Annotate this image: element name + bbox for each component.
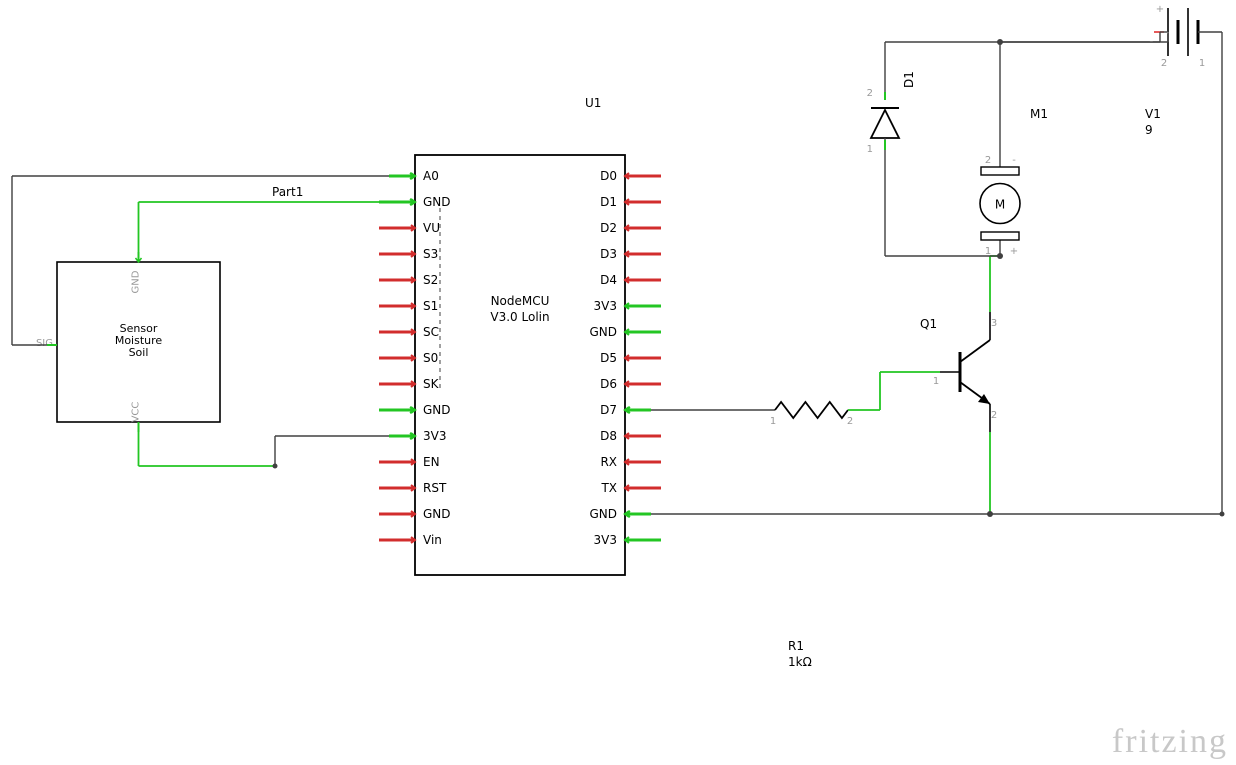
svg-text:2: 2	[867, 88, 873, 99]
svg-text:D6: D6	[600, 377, 617, 391]
svg-text:V3.0 Lolin: V3.0 Lolin	[490, 310, 549, 324]
svg-text:R1: R1	[788, 639, 804, 653]
svg-text:D1: D1	[902, 71, 916, 88]
svg-text:S1: S1	[423, 299, 438, 313]
svg-text:VU: VU	[423, 221, 440, 235]
svg-text:1: 1	[867, 144, 873, 155]
svg-text:RST: RST	[423, 481, 447, 495]
svg-text:2: 2	[1161, 58, 1167, 69]
svg-text:NodeMCU: NodeMCU	[491, 294, 550, 308]
svg-text:-: -	[1012, 155, 1016, 166]
svg-text:+: +	[1156, 4, 1164, 15]
svg-text:1kΩ: 1kΩ	[788, 655, 812, 669]
svg-text:3V3: 3V3	[594, 533, 617, 547]
svg-text:S2: S2	[423, 273, 438, 287]
svg-text:TX: TX	[600, 481, 617, 495]
svg-text:3: 3	[991, 318, 997, 329]
svg-text:3V3: 3V3	[594, 299, 617, 313]
svg-text:VCC: VCC	[131, 402, 142, 423]
svg-text:2: 2	[985, 155, 991, 166]
svg-text:D3: D3	[600, 247, 617, 261]
svg-text:GND: GND	[423, 195, 451, 209]
svg-text:GND: GND	[589, 507, 617, 521]
svg-text:GND: GND	[131, 270, 142, 293]
svg-text:2: 2	[991, 410, 997, 421]
svg-text:D8: D8	[600, 429, 617, 443]
svg-text:Part1: Part1	[272, 185, 303, 199]
svg-text:+: +	[1010, 246, 1018, 257]
svg-text:9: 9	[1145, 123, 1153, 137]
svg-text:2: 2	[847, 416, 853, 427]
schematic-canvas: NodeMCU V3.0 Lolin A0 GND VU S3 S2 S1 SC S0 SK GND 3…	[0, 0, 1236, 765]
svg-text:1: 1	[1199, 58, 1205, 69]
svg-text:GND: GND	[423, 403, 451, 417]
svg-text:Q1: Q1	[920, 317, 937, 331]
svg-text:D7: D7	[600, 403, 617, 417]
svg-text:SIG: SIG	[36, 338, 53, 349]
svg-text:M: M	[995, 198, 1005, 212]
svg-text:SK: SK	[423, 377, 440, 391]
svg-text:D2: D2	[600, 221, 617, 235]
svg-text:U1: U1	[585, 96, 601, 110]
svg-text:GND: GND	[423, 507, 451, 521]
svg-text:RX: RX	[600, 455, 617, 469]
svg-text:EN: EN	[423, 455, 440, 469]
fritzing-logo: fritzing	[1112, 723, 1228, 761]
svg-text:3V3: 3V3	[423, 429, 446, 443]
svg-text:A0: A0	[423, 169, 439, 183]
svg-text:M1: M1	[1030, 107, 1048, 121]
svg-text:D1: D1	[600, 195, 617, 209]
svg-text:1: 1	[933, 376, 939, 387]
svg-text:S0: S0	[423, 351, 438, 365]
svg-text:D4: D4	[600, 273, 617, 287]
svg-text:1: 1	[770, 416, 776, 427]
svg-text:D0: D0	[600, 169, 617, 183]
svg-text:Soil: Soil	[129, 346, 149, 359]
svg-text:SC: SC	[423, 325, 439, 339]
svg-text:GND: GND	[589, 325, 617, 339]
svg-text:V1: V1	[1145, 107, 1161, 121]
svg-text:S3: S3	[423, 247, 438, 261]
svg-text:Vin: Vin	[423, 533, 442, 547]
svg-text:D5: D5	[600, 351, 617, 365]
